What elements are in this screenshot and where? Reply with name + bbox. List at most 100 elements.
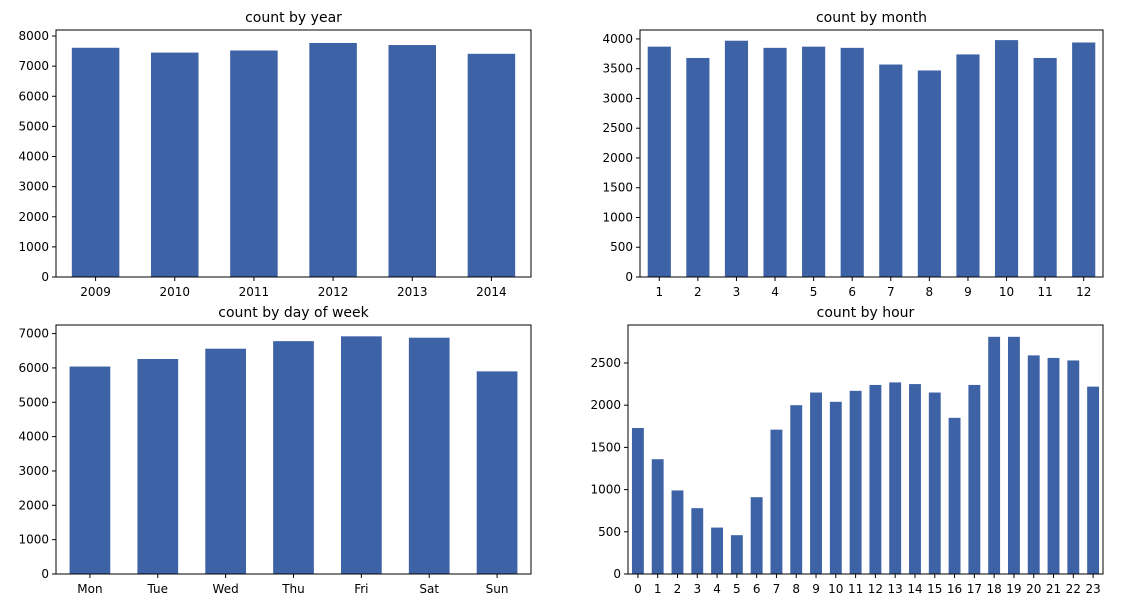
bar-16 [948, 417, 961, 574]
y-tick-label: 500 [598, 525, 621, 539]
y-tick-label: 2500 [590, 356, 621, 370]
subplot-year: 0 1000 2000 3000 4000 5000 6000 7000 8000 2009 201… [18, 10, 532, 299]
subplot-day-of-week: 0 1000 2000 3000 4000 5000 6000 7000 Mon Tue Wed Th… [18, 305, 532, 596]
axes-frame [627, 324, 1104, 575]
bar-Mon [69, 366, 111, 574]
bar-19 [1008, 336, 1020, 574]
y-tick-label: 1000 [18, 240, 49, 254]
bar-2009 [71, 47, 120, 278]
bar-10 [994, 40, 1019, 277]
bar-11 [849, 390, 862, 574]
y-tick-label: 0 [41, 567, 49, 581]
bar-7 [879, 64, 903, 278]
y-tick-label: 3000 [602, 91, 633, 105]
x-tick-label: 5 [733, 582, 741, 596]
x-tick-label: 17 [967, 582, 982, 596]
y-tick-label: 6000 [18, 89, 49, 103]
y-tick-label: 4000 [18, 150, 49, 164]
y-tick-label: 4000 [602, 32, 633, 46]
bar-Thu [273, 341, 314, 574]
bar-4 [763, 47, 787, 277]
chart-title: count by year [245, 10, 342, 26]
bar-8 [917, 70, 941, 277]
x-tick-label: 7 [773, 582, 781, 596]
bar-12 [1072, 42, 1096, 277]
chart-title: count by hour [817, 305, 915, 321]
y-tick-label: 2000 [18, 210, 49, 224]
x-tick-label: 2010 [159, 285, 190, 299]
bar-3 [724, 40, 749, 277]
bar-Wed [205, 348, 246, 574]
x-tick-label: 21 [1046, 582, 1061, 596]
x-tick-label: 2009 [80, 285, 111, 299]
y-tick-label: 2000 [602, 151, 633, 165]
x-tick-label: 18 [987, 582, 1002, 596]
x-tick-label: 1 [654, 582, 662, 596]
y-tick-label: 3500 [602, 62, 633, 76]
x-tick-label: Wed [213, 582, 239, 596]
bar-21 [1047, 357, 1060, 574]
bar-22 [1067, 360, 1080, 574]
x-tick-label: Tue [147, 582, 169, 596]
x-tick-label: 23 [1085, 582, 1100, 596]
y-tick-label: 2000 [590, 398, 621, 412]
x-tick-label: 14 [907, 582, 922, 596]
y-tick-label: 0 [41, 270, 49, 284]
bar-6 [750, 497, 763, 574]
y-tick-label: 7000 [18, 59, 49, 73]
x-tick-label: 11 [1037, 285, 1052, 299]
bar-2 [671, 490, 684, 574]
bar-1 [651, 459, 664, 574]
x-tick-label: 7 [887, 285, 895, 299]
y-tick-label: 2000 [18, 498, 49, 512]
axes-frame [55, 29, 532, 278]
x-tick-label: 19 [1006, 582, 1021, 596]
y-tick-label: 7000 [18, 327, 49, 341]
x-tick-label: 8 [926, 285, 934, 299]
bar-2010 [151, 52, 199, 278]
bar-3 [691, 508, 704, 574]
bar-13 [889, 382, 902, 574]
x-tick-label: 5 [810, 285, 818, 299]
x-tick-label: 10 [999, 285, 1014, 299]
x-tick-label: 22 [1066, 582, 1081, 596]
y-tick-label: 500 [610, 240, 633, 254]
y-tick-label: 1500 [602, 181, 633, 195]
bar-0 [631, 427, 644, 574]
chart-title: count by month [816, 10, 927, 26]
x-tick-label: 16 [947, 582, 962, 596]
y-tick-label: 1000 [590, 483, 621, 497]
bar-8 [790, 405, 803, 574]
bar-Tue [137, 359, 179, 574]
x-tick-label: 12 [868, 582, 883, 596]
x-tick-label: 6 [753, 582, 761, 596]
x-tick-label: 1 [655, 285, 663, 299]
bar-Fri [341, 336, 382, 574]
bar-2013 [388, 45, 436, 277]
y-tick-label: 4000 [18, 430, 49, 444]
y-tick-label: 1000 [602, 210, 633, 224]
x-tick-label: 2014 [476, 285, 507, 299]
x-tick-label: 2013 [397, 285, 428, 299]
x-tick-label: 20 [1026, 582, 1041, 596]
x-tick-label: 8 [792, 582, 800, 596]
bar-4 [711, 527, 723, 574]
bar-10 [829, 401, 842, 574]
x-tick-label: 6 [848, 285, 856, 299]
x-tick-label: 9 [812, 582, 820, 596]
bar-18 [988, 336, 1001, 574]
x-tick-label: 2011 [239, 285, 270, 299]
bar-9 [956, 54, 980, 278]
y-tick-label: 2500 [602, 121, 633, 135]
bar-2014 [467, 53, 516, 277]
bar-Sat [408, 337, 450, 574]
bar-5 [802, 46, 826, 277]
bar-Sun [476, 371, 518, 574]
bar-7 [770, 429, 783, 574]
y-tick-label: 3000 [18, 180, 49, 194]
bar-9 [810, 392, 822, 574]
bar-2 [686, 57, 710, 277]
